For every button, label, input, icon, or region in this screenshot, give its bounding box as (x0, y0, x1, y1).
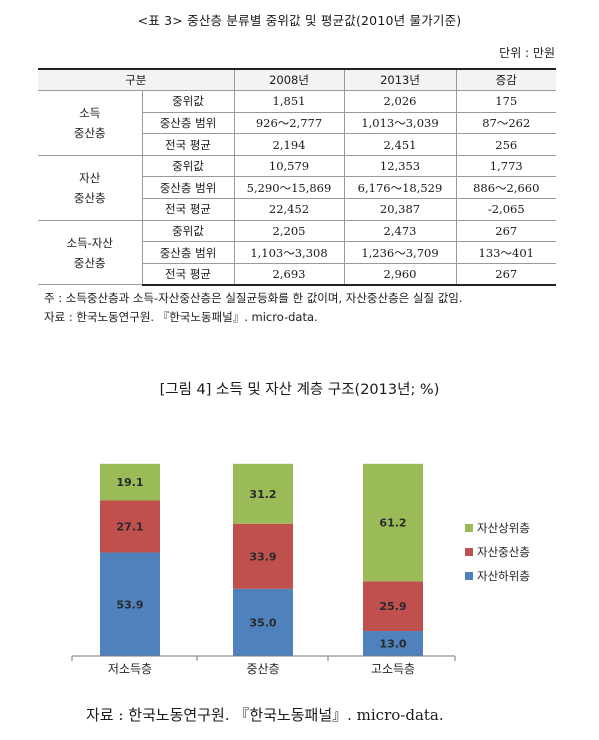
bar-segment (363, 631, 423, 656)
group-name-line1: 소득-자산 (66, 235, 113, 250)
legend-label: 자산중산층 (477, 545, 530, 559)
bar-value-label: 27.1 (116, 520, 143, 533)
bar-value-label: 35.0 (249, 616, 276, 629)
bar-segment (233, 463, 293, 524)
legend-label: 자산상위층 (477, 521, 530, 535)
stacked-bar-chart: 53.9 27.1 19.1 저소득층 35.0 33.9 31.2 중산층 13.0 25.9 6… (71, 463, 530, 676)
table-source: 자료 : 한국노동연구원. 『한국노동패널』. micro-data. (44, 310, 318, 324)
bar-segment (233, 588, 293, 656)
cell-change: -2,065 (456, 198, 556, 221)
cell-2013: 2,473 (344, 219, 457, 243)
cell-change: 175 (456, 90, 556, 113)
bar-segment (363, 581, 423, 632)
cell-2008: 2,693 (234, 262, 345, 286)
row-label: 중위값 (142, 219, 235, 243)
bar-value-label: 61.2 (379, 517, 406, 530)
header-change: 증감 (456, 68, 556, 92)
cell-change: 886～2,660 (456, 176, 556, 200)
bar-value-label: 31.2 (249, 488, 276, 501)
cell-change: 133～401 (456, 241, 556, 264)
bar-value-label: 19.1 (116, 476, 143, 489)
cell-2013: 1,236～3,709 (344, 241, 457, 264)
cell-change: 256 (456, 133, 556, 156)
cell-change: 1,773 (456, 154, 556, 178)
cell-2013: 20,387 (344, 198, 457, 221)
header-2008: 2008년 (234, 68, 345, 92)
group-name-line2: 중산층 (73, 125, 106, 140)
row-label: 전국 평균 (142, 262, 235, 286)
legend-swatch (465, 572, 473, 580)
cell-2013: 2,451 (344, 133, 457, 156)
cell-2008: 1,103～3,308 (234, 241, 345, 264)
group-name-line1: 소득 (79, 105, 101, 120)
bar-segment (100, 463, 160, 501)
cell-2008: 2,194 (234, 133, 345, 156)
cell-2008: 22,452 (234, 198, 345, 221)
group-name-line1: 자산 (79, 170, 101, 185)
figure-source: 자료 : 한국노동연구원. 『한국노동패널』. micro-data. (86, 706, 444, 724)
table-row: 중산층 범위 5,290～15,869 6,176～18,529 886～2,6… (38, 176, 556, 200)
cell-2013: 2,026 (344, 90, 457, 113)
cell-2008: 2,205 (234, 219, 345, 243)
row-label: 전국 평균 (142, 133, 235, 156)
legend-swatch (465, 548, 473, 556)
cell-2008: 5,290～15,869 (234, 176, 345, 200)
category-label: 중산층 (246, 662, 279, 676)
cell-2013: 12,353 (344, 154, 457, 178)
row-label: 중위값 (142, 90, 235, 113)
table-row: 전국 평균 2,194 2,451 256 (38, 133, 556, 156)
cell-2013: 6,176～18,529 (344, 176, 457, 200)
bar-segment (233, 523, 293, 589)
bar-segment (100, 552, 160, 656)
unit-label: 단위 : 만원 (499, 46, 555, 60)
cell-2013: 2,960 (344, 262, 457, 286)
row-label: 전국 평균 (142, 198, 235, 221)
cell-change: 267 (456, 219, 556, 243)
group-name-line2: 중산층 (73, 255, 106, 270)
figure-title: [그림 4] 소득 및 자산 계층 구조(2013년; %) (159, 382, 440, 398)
bar-segment (100, 500, 160, 553)
legend-label: 자산하위층 (477, 569, 530, 583)
bar-value-label: 13.0 (379, 638, 406, 651)
row-label: 중산층 범위 (142, 241, 235, 264)
bar-segment (363, 463, 423, 582)
table-title: <표 3> 중산층 분류별 중위값 및 평균값(2010년 물가기준) (137, 13, 462, 28)
header-category: 구분 (38, 68, 235, 92)
row-label: 중산층 범위 (142, 176, 235, 200)
cell-2008: 926～2,777 (234, 111, 345, 135)
table-header-row: 구분 2008년 2013년 증감 (38, 68, 556, 92)
table-row: 중산층 범위 1,103～3,308 1,236～3,709 133～401 (38, 241, 556, 264)
bar-value-label: 33.9 (249, 550, 276, 563)
row-label: 중위값 (142, 154, 235, 178)
cell-change: 267 (456, 262, 556, 286)
table-row: 전국 평균 2,693 2,960 267 (38, 262, 556, 286)
table-note: 주 : 소득중산층과 소득-자산중산층은 실질균등화를 한 값이며, 자산중산층… (44, 291, 463, 305)
cell-change: 87～262 (456, 111, 556, 135)
row-label: 중산층 범위 (142, 111, 235, 135)
bar-value-label: 53.9 (116, 598, 143, 611)
legend-swatch (465, 524, 473, 532)
category-label: 저소득층 (108, 662, 152, 676)
cell-2008: 10,579 (234, 154, 345, 178)
group-name-line2: 중산층 (73, 190, 106, 205)
bar-value-label: 25.9 (379, 600, 406, 613)
category-label: 고소득층 (371, 662, 415, 676)
cell-2013: 1,013～3,039 (344, 111, 457, 135)
table-row: 중산층 범위 926～2,777 1,013～3,039 87～262 (38, 111, 556, 135)
cell-2008: 1,851 (234, 90, 345, 113)
table-row: 전국 평균 22,452 20,387 -2,065 (38, 198, 556, 221)
header-2013: 2013년 (344, 68, 457, 92)
